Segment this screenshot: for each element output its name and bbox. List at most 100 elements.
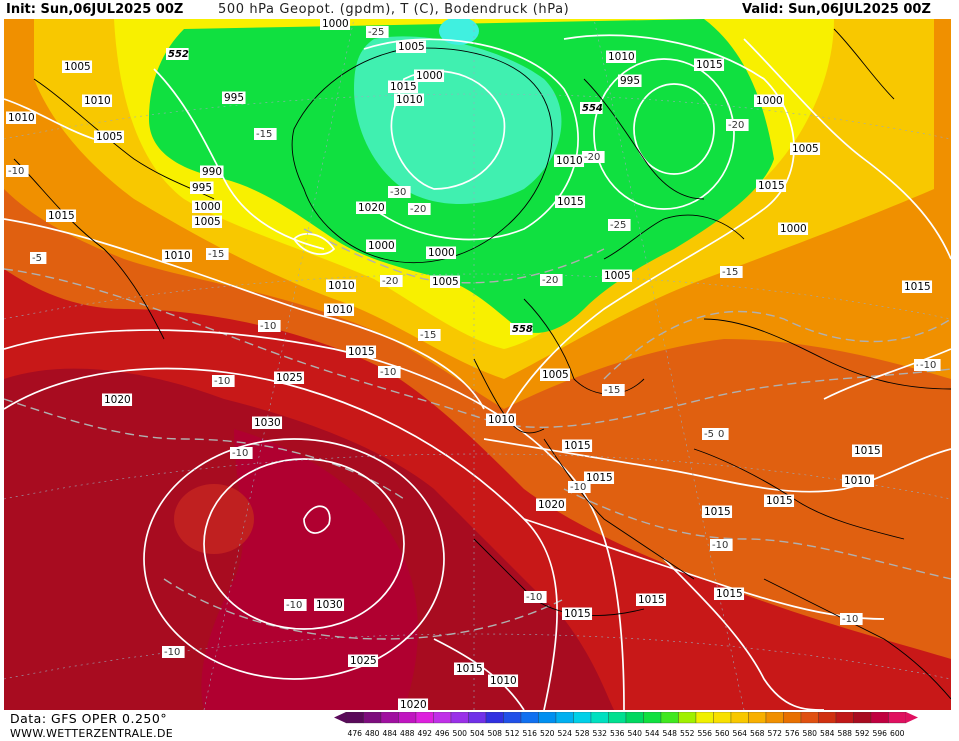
legend-value: 480 <box>365 729 380 738</box>
pressure-label-box <box>756 179 787 192</box>
temperature-label: -10 <box>214 376 230 387</box>
pressure-label: 995 <box>224 92 244 104</box>
legend-value: 476 <box>348 729 363 738</box>
pressure-label-box <box>694 58 725 71</box>
field-crimson <box>201 429 418 710</box>
pressure-label-box <box>388 80 419 93</box>
legend-swatch <box>643 712 662 724</box>
pressure-label: 1010 <box>556 155 583 167</box>
legend-value: 524 <box>558 729 573 738</box>
temperature-labels: -25 -15 -15 -30 -20 -20 -20 -25 -20 -20 -15 -10 -15 -… <box>6 26 941 658</box>
pressure-label: 1005 <box>792 143 819 155</box>
legend-value: 580 <box>803 729 818 738</box>
legend-swatch <box>870 712 889 724</box>
pressure-label-box <box>414 69 445 82</box>
geopotential-label: 554 <box>582 103 603 114</box>
pressure-label: 1000 <box>322 19 349 30</box>
temperature-label-box <box>254 128 277 140</box>
legend-value: 560 <box>715 729 730 738</box>
temperature-label-box <box>418 329 441 341</box>
pressure-label: 1015 <box>390 81 417 93</box>
temperature-label: -10 <box>164 647 180 658</box>
pressure-label-box <box>324 303 355 316</box>
pressure-label: 1030 <box>316 599 343 611</box>
temperature-label: -20 <box>584 152 600 163</box>
geopotential-field <box>4 19 951 710</box>
legend-value: 552 <box>680 729 695 738</box>
pressure-label-box <box>426 246 457 259</box>
field-red-blob <box>174 484 254 554</box>
pressure-label: 1015 <box>766 495 793 507</box>
legend-swatch <box>380 712 399 724</box>
legend-swatch <box>765 712 784 724</box>
legend-value: 520 <box>540 729 555 738</box>
geopotential-label: 558 <box>512 324 533 335</box>
temperature-label: -10 <box>570 482 586 493</box>
legend-value: 540 <box>628 729 643 738</box>
pressure-label: 1015 <box>348 346 375 358</box>
pressure-label-box <box>790 142 821 155</box>
legend-value: 500 <box>453 729 468 738</box>
website-credit: WWW.WETTERZENTRALE.DE <box>10 727 173 740</box>
pressure-label: 1025 <box>276 372 303 384</box>
pressure-label-box <box>192 200 223 213</box>
pressure-label-box <box>366 239 397 252</box>
legend-swatch <box>608 712 627 724</box>
legend-swatch <box>660 712 679 724</box>
temperature-label: -10 <box>380 367 396 378</box>
pressure-labels: 1000100510101015995100010051010101510101… <box>6 19 933 710</box>
legend-swatch <box>625 712 644 724</box>
pressure-label: 1000 <box>756 95 783 107</box>
pressure-label: 1015 <box>564 608 591 620</box>
legend-swatch <box>783 712 802 724</box>
temperature-label: -10 <box>260 321 276 332</box>
legend-value: 592 <box>855 729 870 738</box>
temperature-label: -15 <box>604 385 620 396</box>
temperature-label: -15 <box>208 249 224 260</box>
temperature-label-box <box>366 26 389 38</box>
temperature-label-box <box>524 591 547 603</box>
pressure-label-box <box>222 91 246 104</box>
temperature-label-box <box>378 366 401 378</box>
legend-swatch <box>853 712 872 724</box>
pressure-label-box <box>326 279 357 292</box>
pressure-label-box <box>702 505 733 518</box>
temperature-label-box <box>30 252 47 264</box>
temperature-label: -30 <box>390 187 406 198</box>
legend-value: 492 <box>418 729 433 738</box>
temperature-label-box <box>918 359 941 371</box>
legend-swatch <box>818 712 837 724</box>
pressure-label: 1010 <box>326 304 353 316</box>
pressure-label: 1020 <box>104 394 131 406</box>
pressure-label-box <box>714 587 745 600</box>
legend-swatch <box>835 712 854 724</box>
legend-value: 508 <box>488 729 503 738</box>
legend-value: 484 <box>383 729 398 738</box>
legend-swatch <box>363 712 382 724</box>
pressure-label-box <box>488 674 519 687</box>
temperature-label: -15 <box>256 129 272 140</box>
temperature-label-box <box>720 266 743 278</box>
pressure-label: 1015 <box>48 210 75 222</box>
lat-lon-grid <box>4 19 951 710</box>
pressure-label-box <box>394 93 425 106</box>
geopotential-label-box <box>166 48 189 60</box>
temperature-label-box <box>710 539 733 551</box>
legend-value: 512 <box>505 729 520 738</box>
legend-swatch <box>590 712 609 724</box>
pressure-label: 1015 <box>456 663 483 675</box>
pressure-label-box <box>562 607 593 620</box>
pressure-label: 1020 <box>400 699 427 710</box>
temperature-label-box <box>408 203 431 215</box>
temperature-label: -15 <box>420 330 436 341</box>
geopotential-label: 552 <box>168 49 189 60</box>
pressure-label: 1000 <box>194 201 221 213</box>
temperature-label: -10 <box>286 600 302 611</box>
temperature-label-box <box>388 186 411 198</box>
pressure-label: 1000 <box>368 240 395 252</box>
temperature-label: -15 <box>722 267 738 278</box>
weather-map[interactable]: 552 554 558 1000 1005 1010 1015 995 1000 1005 101… <box>4 19 951 710</box>
legend-value: 504 <box>470 729 485 738</box>
pressure-label-box <box>396 40 427 53</box>
temperature-label-box <box>582 151 605 163</box>
